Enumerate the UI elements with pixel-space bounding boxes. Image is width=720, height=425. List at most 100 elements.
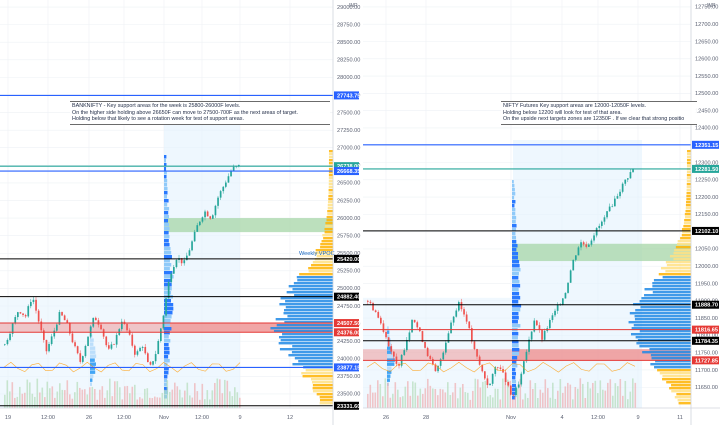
composite-volume-bar (650, 354, 691, 357)
volume-bar (214, 382, 216, 408)
y-tick-label: 27500.00 (337, 110, 360, 116)
x-tick-label: 26 (383, 415, 389, 421)
session-volume-bar (512, 276, 519, 280)
composite-volume-bar (276, 324, 333, 327)
banknifty-chart-panel[interactable]: Weekly VPOC 23500.00 23750.00 24000.00 24250… (0, 0, 360, 425)
candle-body (167, 281, 170, 299)
volume-bar (572, 399, 574, 408)
volume-bar (109, 378, 111, 408)
annotation-line: BANKNIFTY - Key support areas for the we… (72, 103, 241, 109)
candle-body (79, 353, 82, 362)
composite-volume-bar (328, 156, 333, 159)
candle-body (497, 367, 499, 368)
volume-bar (589, 388, 592, 408)
candle-body (432, 358, 434, 365)
volume-bar (597, 393, 599, 408)
x-tick-label: 12:00 (117, 415, 131, 421)
candle-body (206, 211, 209, 217)
composite-volume-bar (280, 297, 333, 300)
volume-bar (206, 390, 209, 408)
candle-body (471, 328, 473, 342)
candle-body (160, 328, 162, 342)
composite-volume-bar (686, 162, 691, 165)
volume-bar (194, 383, 196, 408)
volume-bar (39, 392, 41, 408)
composite-volume-bar (641, 297, 691, 300)
composite-volume-bar (652, 285, 691, 288)
volume-bar (387, 383, 389, 408)
composite-volume-bar (686, 180, 691, 183)
session-volume-bar (164, 187, 168, 191)
composite-volume-bar (634, 315, 691, 318)
level-price-tag (334, 254, 359, 263)
candle-body (105, 336, 108, 346)
volume-bar (612, 395, 614, 408)
session-volume-bar (512, 304, 522, 308)
session-volume-bar (512, 344, 519, 348)
candle-body (84, 345, 87, 357)
x-tick-label: 9 (636, 415, 639, 421)
candle-body (406, 339, 408, 351)
candle-body (385, 331, 387, 338)
volume-bar (502, 378, 504, 408)
volume-bar (16, 396, 19, 408)
candle-body (614, 198, 616, 207)
volume-bar (179, 389, 181, 408)
candle-body (95, 317, 97, 321)
x-tick-label: 9 (238, 415, 241, 421)
candle-body (19, 312, 22, 314)
session-volume-bar (164, 175, 167, 179)
composite-volume-bar (328, 180, 333, 183)
volume-bar (407, 381, 409, 408)
volume-bar (76, 381, 79, 408)
candle-body (377, 312, 380, 318)
candle-body (147, 353, 149, 363)
volume-bar (437, 395, 439, 408)
level-price-tag (334, 167, 359, 176)
candle-body (491, 373, 494, 384)
candle-body (517, 384, 520, 388)
y-tick-label: 23500.00 (337, 392, 360, 398)
composite-volume-bar (270, 327, 333, 330)
candle-body (554, 310, 556, 316)
level-price-label: 27743.75 (337, 93, 360, 99)
session-volume-bar (512, 240, 517, 244)
volume-bar (69, 394, 71, 408)
volume-bar (61, 389, 64, 408)
composite-volume-bar (685, 204, 691, 207)
candle-body (144, 346, 147, 354)
candle-body (196, 225, 199, 232)
y-tick-label: 23750.00 (337, 374, 360, 380)
composite-volume-bar (644, 288, 691, 291)
candle-body (515, 387, 517, 396)
candle-body (598, 225, 601, 229)
candle-body (139, 347, 141, 352)
candle-body (606, 211, 608, 218)
level-price-label: 11784.35 (695, 339, 718, 345)
composite-volume-bar (680, 237, 691, 240)
composite-volume-bar (649, 348, 691, 351)
session-volume-bar (387, 354, 395, 358)
candle-body (230, 170, 232, 177)
y-tick-label: 11700.00 (695, 368, 718, 374)
x-tick-label: 28 (423, 415, 429, 421)
composite-volume-bar (677, 243, 691, 246)
level-price-label: 12102.10 (695, 229, 718, 235)
composite-volume-bar (319, 402, 333, 405)
composite-volume-bar (686, 186, 691, 189)
session-volume-bar (512, 300, 519, 304)
candle-body (536, 320, 538, 326)
composite-volume-bar (311, 381, 333, 384)
session-volume-bar (512, 200, 516, 204)
candle-body (390, 346, 393, 352)
composite-volume-bar (655, 360, 691, 363)
candle-body (533, 320, 536, 332)
candle-body (89, 326, 92, 337)
volume-bar (592, 382, 594, 408)
volume-bar (532, 388, 534, 408)
volume-bar (457, 398, 459, 408)
candle-body (48, 344, 50, 352)
volume-bar (84, 389, 86, 408)
volume-bar (634, 382, 637, 408)
nifty-chart-panel[interactable]: 11650.00 11700.00 11750.00 11800.00 11850.00… (363, 0, 720, 425)
